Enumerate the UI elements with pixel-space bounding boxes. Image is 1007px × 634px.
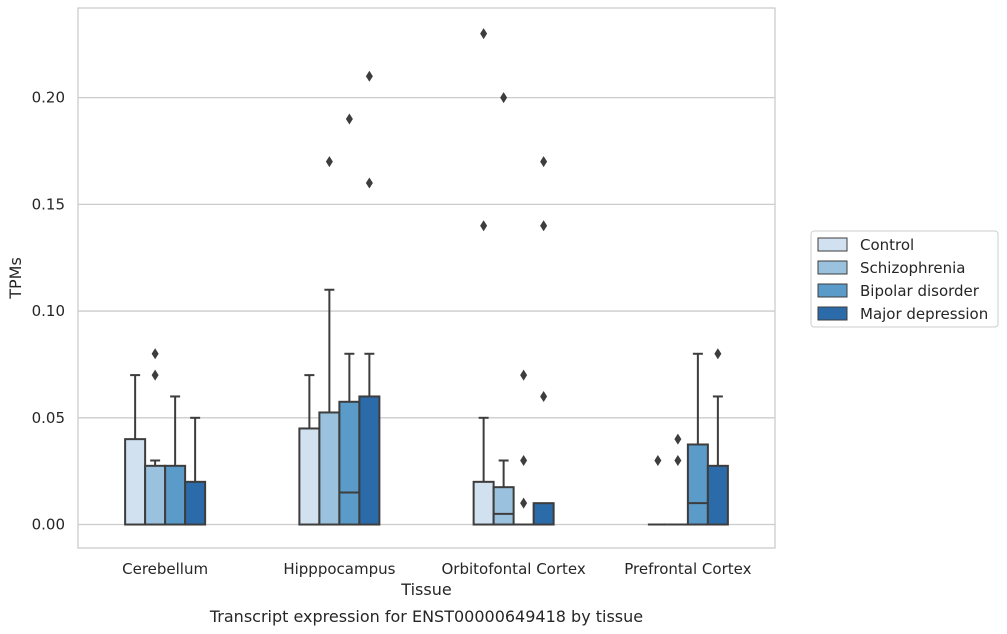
- box-orbitofontal-cortex-bipolar-disorder: [513, 369, 534, 526]
- legend-label: Schizophrenia: [860, 259, 965, 277]
- y-tick-label: 0.10: [32, 302, 65, 320]
- x-tick-label: Cerebellum: [122, 560, 208, 578]
- box-body: [184, 480, 207, 526]
- box-body: [144, 464, 167, 526]
- outlier-point: [151, 348, 159, 360]
- box-groups: [124, 28, 729, 526]
- outlier-point: [540, 220, 548, 232]
- y-tick-label: 0.05: [32, 409, 65, 427]
- box-body: [706, 464, 729, 526]
- box-orbitofontal-cortex-schizophrenia: [492, 92, 515, 526]
- outlier-point: [520, 369, 528, 381]
- box-hipppocampus-schizophrenia: [318, 156, 341, 526]
- x-tick-label: Orbitofontal Cortex: [442, 560, 586, 578]
- legend-swatch: [817, 283, 848, 298]
- legend-label: Bipolar disorder: [860, 282, 980, 300]
- box-body: [298, 427, 321, 526]
- outlier-point: [674, 454, 682, 466]
- legend-swatch: [817, 306, 848, 321]
- outlier-point: [540, 156, 548, 168]
- legend-frame: [810, 230, 999, 328]
- chart-caption: Transcript expression for ENST0000064941…: [209, 607, 643, 626]
- outlier-point: [325, 156, 333, 168]
- outlier-point: [714, 348, 722, 360]
- box-cerebellum-control: [124, 374, 147, 526]
- box-prefrontal-cortex-control: [647, 454, 668, 526]
- outlier-point: [654, 454, 662, 466]
- box-cerebellum-schizophrenia: [144, 348, 167, 526]
- outlier-point: [480, 220, 488, 232]
- box-cerebellum-bipolar-disorder: [164, 395, 187, 526]
- box-orbitofontal-cortex-control: [472, 28, 495, 526]
- box-body: [358, 395, 381, 526]
- box-prefrontal-cortex-bipolar-disorder: [686, 352, 709, 526]
- outlier-point: [480, 28, 488, 40]
- x-tick-label: Prefrontal Cortex: [624, 560, 751, 578]
- outlier-point: [345, 113, 353, 125]
- x-tick-label: Hipppocampus: [283, 560, 395, 578]
- outlier-point: [151, 369, 159, 381]
- outlier-point: [500, 92, 508, 104]
- y-tick-label: 0.00: [32, 516, 65, 534]
- box-body: [532, 502, 555, 526]
- legend-swatch: [817, 260, 848, 275]
- box-hipppocampus-control: [298, 374, 321, 526]
- x-axis-title: Tissue: [400, 580, 451, 599]
- box-prefrontal-cortex-major-depression: [706, 348, 729, 526]
- box-body: [492, 486, 515, 526]
- box-prefrontal-cortex-schizophrenia: [667, 433, 688, 526]
- legend: Control Schizophrenia Bipolar disorder Majo…: [810, 230, 999, 328]
- box-body: [164, 464, 187, 526]
- box-hipppocampus-major-depression: [358, 70, 381, 526]
- gridlines: [78, 96, 775, 526]
- legend-swatch: [817, 237, 848, 252]
- outlier-point: [520, 454, 528, 466]
- box-body: [472, 480, 495, 526]
- outlier-point: [520, 497, 528, 509]
- x-axis-ticks: Cerebellum Hipppocampus Orbitofontal Corte…: [122, 560, 751, 578]
- box-body: [338, 400, 361, 526]
- outlier-point: [365, 70, 373, 82]
- box-body: [318, 411, 341, 526]
- legend-label: Control: [860, 236, 914, 254]
- y-axis-ticks: 0.00 0.05 0.10 0.15 0.20: [32, 89, 65, 534]
- outlier-point: [540, 390, 548, 402]
- outlier-point: [674, 433, 682, 445]
- outlier-point: [365, 177, 373, 189]
- box-hipppocampus-bipolar-disorder: [338, 113, 361, 526]
- box-orbitofontal-cortex-major-depression: [532, 156, 555, 526]
- box-body: [686, 443, 709, 526]
- legend-label: Major depression: [860, 305, 988, 323]
- box-body: [124, 438, 147, 526]
- plot-frame: [77, 7, 776, 549]
- box-cerebellum-major-depression: [184, 416, 207, 526]
- y-tick-label: 0.15: [32, 195, 65, 213]
- y-tick-label: 0.20: [32, 89, 65, 107]
- y-axis-title: TPMs: [6, 257, 25, 300]
